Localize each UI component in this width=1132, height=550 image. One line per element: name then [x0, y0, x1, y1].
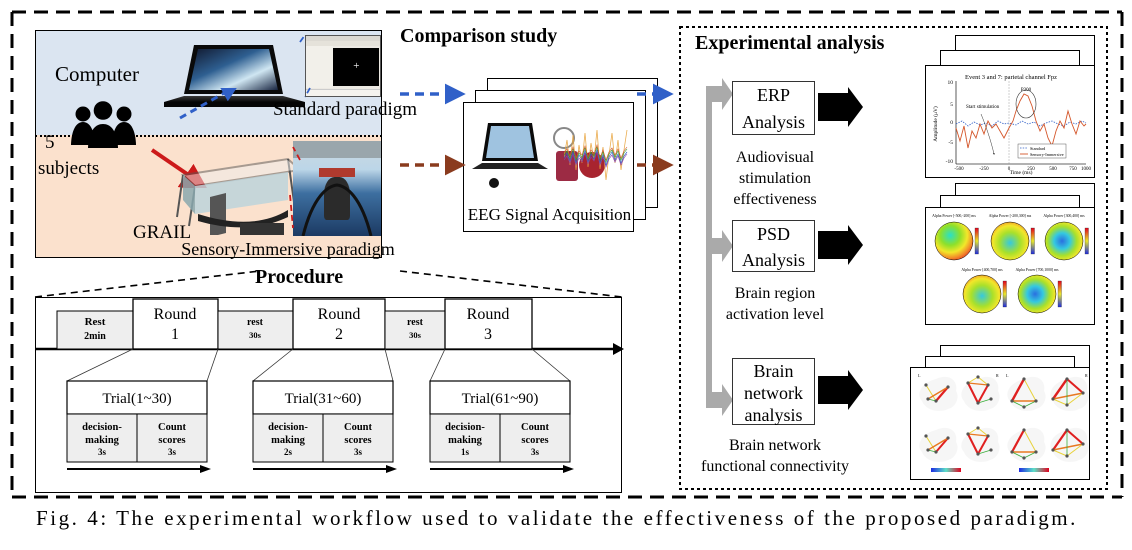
svg-text:Trial(31~60): Trial(31~60): [285, 391, 362, 407]
svg-text:Event 3 and 7: parietal channe: Event 3 and 7: parietal channel Fpz: [965, 74, 1057, 81]
svg-text:3s: 3s: [531, 447, 540, 457]
svg-text:L: L: [918, 373, 921, 378]
svg-text:-10: -10: [946, 159, 954, 165]
svg-text:decision-: decision-: [268, 422, 308, 433]
svg-text:3s: 3s: [354, 447, 363, 457]
svg-text:decision-: decision-: [445, 422, 485, 433]
svg-text:R: R: [1085, 373, 1088, 378]
svg-text:decision-: decision-: [82, 422, 122, 433]
svg-text:Rest: Rest: [85, 316, 106, 328]
svg-text:Start stimulation: Start stimulation: [966, 105, 1000, 110]
svg-text:3s: 3s: [98, 447, 107, 457]
svg-text:Amplitude (μV): Amplitude (μV): [932, 106, 939, 142]
svg-text:Alpha Power [700,1000] ms: Alpha Power [700,1000] ms: [1015, 268, 1059, 273]
svg-text:Count: Count: [521, 422, 550, 433]
svg-text:Round: Round: [154, 306, 197, 323]
svg-text:Alpha Power [300,400] ms: Alpha Power [300,400] ms: [1043, 214, 1085, 219]
svg-text:3: 3: [484, 326, 492, 343]
svg-text:Count: Count: [158, 422, 187, 433]
svg-text:500: 500: [1049, 167, 1057, 172]
svg-text:2s: 2s: [284, 447, 293, 457]
svg-text:making: making: [448, 435, 483, 446]
svg-text:30s: 30s: [249, 330, 262, 340]
svg-text:L: L: [1006, 373, 1009, 378]
svg-text:3s: 3s: [168, 447, 177, 457]
svg-text:scores: scores: [158, 435, 185, 446]
svg-text:Standard: Standard: [1030, 146, 1046, 151]
svg-text:rest: rest: [247, 317, 264, 328]
svg-text:750: 750: [1069, 167, 1077, 172]
svg-text:Trial(61~90): Trial(61~90): [462, 391, 539, 407]
svg-text:Sensory-Immersive: Sensory-Immersive: [1030, 152, 1064, 157]
svg-text:scores: scores: [344, 435, 371, 446]
svg-text:2: 2: [335, 326, 343, 343]
svg-text:Alpha Power [-200,300] ms: Alpha Power [-200,300] ms: [989, 214, 1032, 219]
svg-text:5: 5: [950, 102, 953, 108]
svg-text:1s: 1s: [461, 447, 470, 457]
svg-text:Alpha Power [400,700] ms: Alpha Power [400,700] ms: [961, 268, 1003, 273]
svg-text:making: making: [271, 435, 306, 446]
svg-text:Alpha Power [-500,-200] ms: Alpha Power [-500,-200] ms: [932, 214, 976, 219]
svg-text:rest: rest: [407, 317, 424, 328]
svg-text:Round: Round: [318, 306, 361, 323]
svg-text:10: 10: [948, 80, 954, 86]
svg-text:Round: Round: [467, 306, 510, 323]
svg-text:Count: Count: [344, 422, 373, 433]
svg-text:-5: -5: [948, 140, 953, 146]
svg-text:250: 250: [1027, 167, 1035, 172]
svg-text:-250: -250: [979, 167, 989, 172]
svg-text:Trial(1~30): Trial(1~30): [102, 391, 171, 407]
svg-text:-500: -500: [954, 167, 964, 172]
svg-text:R: R: [996, 373, 999, 378]
svg-text:1000: 1000: [1081, 167, 1092, 172]
svg-text:scores: scores: [521, 435, 548, 446]
svg-text:making: making: [85, 435, 120, 446]
svg-text:P300: P300: [1021, 88, 1032, 93]
svg-text:2min: 2min: [84, 331, 106, 342]
svg-text:1: 1: [171, 326, 179, 343]
svg-text:0: 0: [950, 120, 953, 126]
svg-text:30s: 30s: [409, 330, 422, 340]
